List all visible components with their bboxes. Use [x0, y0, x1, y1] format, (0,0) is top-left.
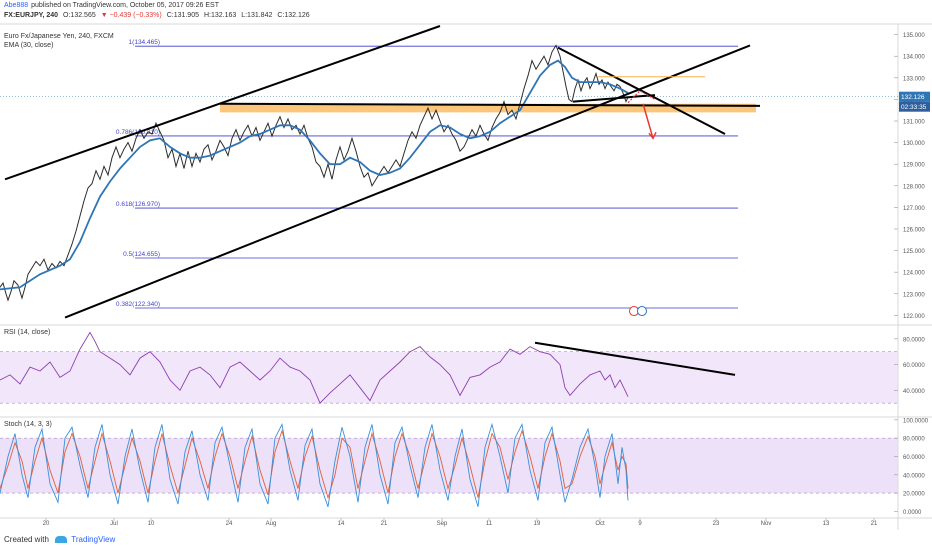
ohlc-close-2: C:132.126 — [277, 12, 310, 19]
ohlc-open: O:132.565 — [63, 12, 96, 19]
resistance-zone — [220, 103, 756, 113]
ema-legend[interactable]: EMA (30, close) — [4, 42, 54, 49]
stoch-tick-label: 20.0000 — [903, 492, 925, 498]
stoch-tick-label: 100.0000 — [903, 418, 929, 424]
price-axis[interactable]: 135.000134.000133.000132.000131.000130.0… — [894, 33, 930, 516]
time-tick-label: 10 — [148, 521, 155, 527]
time-tick-label: 23 — [713, 521, 720, 527]
price-tick-label: 128.000 — [903, 184, 925, 190]
footer-brand: Created with TradingView — [4, 535, 115, 544]
price-tick-label: 123.000 — [903, 292, 925, 298]
time-tick-label: 19 — [534, 521, 541, 527]
fib-level-label: 0.5(124.655) — [123, 251, 160, 258]
rsi-tick-label: 40.0000 — [903, 389, 925, 395]
time-tick-label: 9 — [638, 521, 642, 527]
stoch-tick-label: 0.0000 — [903, 510, 922, 516]
stoch-panel[interactable] — [0, 422, 898, 507]
trendline[interactable] — [4, 25, 441, 181]
price-tick-label: 122.000 — [903, 314, 925, 320]
countdown-tag-label: 02:33:35 — [901, 104, 927, 111]
rsi-legend[interactable]: RSI (14, close) — [4, 329, 51, 336]
rsi-trendline[interactable] — [534, 341, 736, 376]
rsi-series-line[interactable] — [0, 331, 629, 404]
fib-level-label: 0.618(126.970) — [116, 201, 160, 208]
change-value: ▼ −0.439 (−0.33%) — [100, 12, 162, 19]
time-tick-label: Aug — [266, 521, 277, 527]
ohlc-line: FX:EURJPY, 240 O:132.565 ▼ −0.439 (−0.33… — [4, 12, 313, 19]
stoch-tick-label: 60.0000 — [903, 455, 925, 461]
time-tick-label: 20 — [43, 521, 50, 527]
price-tick-label: 129.000 — [903, 163, 925, 169]
time-tick-label: Sep — [437, 521, 448, 527]
down-arrow-line — [642, 103, 654, 139]
author-link[interactable]: Abe888 — [4, 2, 29, 9]
fib-level-label: 1(134.465) — [129, 39, 160, 46]
price-tick-label: 133.000 — [903, 76, 925, 82]
price-tick-label: 130.000 — [903, 141, 925, 147]
trendline[interactable] — [572, 94, 656, 103]
rsi-tick-label: 80.0000 — [903, 337, 925, 343]
time-tick-label: Nov — [761, 521, 772, 527]
main-legend: Euro Fx/Japanese Yen, 240, FXCM EMA (30,… — [4, 33, 114, 49]
created-with-text: Created with — [4, 535, 49, 544]
forecast-path — [627, 90, 656, 104]
rsi-tick-label: 60.0000 — [903, 363, 925, 369]
price-tick-label: 134.000 — [903, 55, 925, 61]
stoch-legend[interactable]: Stoch (14, 3, 3) — [4, 421, 52, 428]
stoch-k-line[interactable] — [0, 422, 629, 507]
ema-series-line[interactable] — [0, 59, 629, 291]
trendline[interactable] — [64, 44, 751, 319]
time-tick-label: 11 — [486, 521, 493, 527]
ohlc-high: H:132.163 — [203, 12, 237, 19]
published-text: published on TradingView.com, October 05… — [31, 2, 219, 9]
stoch-tick-label: 80.0000 — [903, 437, 925, 443]
panel-frames — [0, 23, 932, 530]
time-tick-label: 21 — [381, 521, 388, 527]
last-price-tag-label: 132.126 — [901, 94, 925, 101]
time-tick-label: Jul — [110, 521, 118, 527]
time-tick-label: Oct — [595, 521, 605, 527]
ohlc-close-1: C:131.905 — [166, 12, 199, 19]
price-tick-label: 126.000 — [903, 227, 925, 233]
price-tick-label: 124.000 — [903, 271, 925, 277]
price-tick-label: 125.000 — [903, 249, 925, 255]
price-tick-label: 135.000 — [903, 33, 925, 39]
tradingview-logo-icon — [55, 536, 68, 543]
ohlc-low: L:131.842 — [241, 12, 273, 19]
publisher-line: Abe888 published on TradingView.com, Octo… — [4, 2, 222, 9]
main-title: Euro Fx/Japanese Yen, 240, FXCM — [4, 33, 114, 40]
time-tick-label: 24 — [226, 521, 233, 527]
price-tick-label: 131.000 — [903, 120, 925, 126]
down-arrow-head-icon — [648, 131, 657, 140]
price-series-line[interactable] — [0, 44, 629, 302]
last-price-tag — [899, 91, 930, 102]
symbol-label: FX:EURJPY, 240 — [4, 12, 59, 19]
price-tick-label: 127.000 — [903, 206, 925, 212]
price-panel[interactable]: 1(134.465)0.786(130.310)0.618(126.970)0.… — [0, 25, 898, 319]
time-tick-label: 21 — [871, 521, 878, 527]
tradingview-link[interactable]: TradingView — [71, 535, 116, 544]
economic-event-icon[interactable] — [637, 306, 647, 317]
time-axis[interactable]: 20 Jul 10 24 Aug 14 21 Sep 11 19 Oct 9 23 Nov 13 21 — [43, 518, 878, 527]
time-tick-label: 13 — [823, 521, 830, 527]
rsi-band — [0, 351, 898, 404]
countdown-tag — [899, 101, 930, 112]
rsi-panel[interactable] — [0, 331, 898, 404]
time-tick-label: 14 — [338, 521, 345, 527]
stoch-tick-label: 40.0000 — [903, 473, 925, 479]
fib-level-label: 0.382(122.340) — [116, 301, 160, 308]
trendline[interactable] — [557, 46, 726, 135]
